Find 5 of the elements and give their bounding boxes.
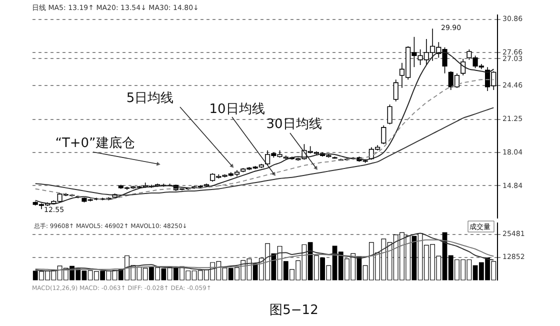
annotation: 30日均线 (266, 117, 322, 132)
annotation: “T+0”建底仓 (55, 136, 135, 151)
annotation: 5日均线 (126, 91, 174, 106)
annotation: 10日均线 (209, 102, 265, 117)
caption: 图5−12 (270, 303, 318, 318)
